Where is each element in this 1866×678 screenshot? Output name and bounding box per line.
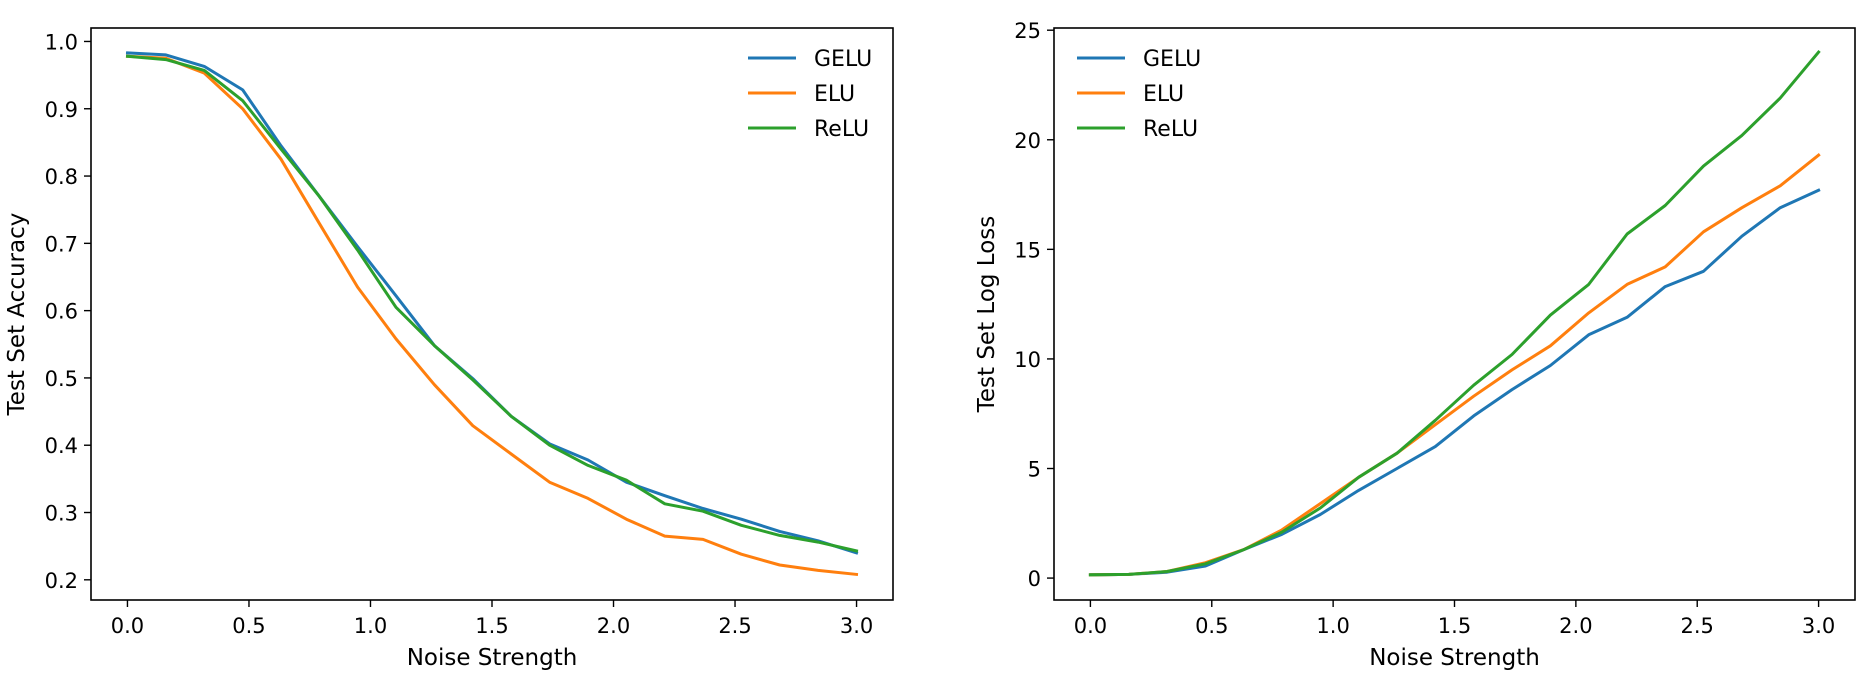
x-tick-label: 2.0 (1559, 614, 1592, 638)
y-tick-label: 0.8 (45, 165, 78, 189)
y-tick-label: 5 (1028, 458, 1041, 482)
y-tick-label: 0.6 (45, 300, 78, 324)
y-tick-label: 0.5 (45, 367, 78, 391)
y-tick-label: 0 (1028, 567, 1041, 591)
legend-label-gelu: GELU (814, 47, 872, 72)
x-tick-label: 3.0 (1802, 614, 1835, 638)
x-tick-label: 1.0 (1316, 614, 1349, 638)
legend-label-relu: ReLU (1143, 117, 1198, 142)
accuracy-chart: 0.0 0.5 1.0 1.5 2.0 2.5 3.0 0.2 0.3 0.4 0.5 0.6 0.7 0… (4, 27, 894, 671)
x-tick-label: 1.5 (1438, 614, 1471, 638)
legend-label-elu: ELU (814, 82, 855, 107)
y-axis-label: Test Set Accuracy (4, 213, 30, 417)
y-tick-label: 0.2 (45, 569, 78, 593)
y-tick-label: 15 (1014, 238, 1041, 262)
x-tick-label: 0.0 (1074, 614, 1107, 638)
plot-frame (1053, 27, 1856, 601)
x-tick-label: 1.5 (475, 614, 508, 638)
y-tick-label: 25 (1014, 19, 1041, 43)
series-line-relu (1088, 49, 1821, 577)
series-line-relu (125, 54, 859, 553)
series-line-gelu (1088, 188, 1821, 577)
y-tick-label: 0.3 (45, 502, 78, 526)
legend-label-relu: ReLU (814, 117, 869, 142)
y-tick-label: 20 (1014, 129, 1041, 153)
x-tick-label: 0.5 (1195, 614, 1228, 638)
x-tick-label: 3.0 (840, 614, 873, 638)
y-tick-label: 1.0 (45, 30, 78, 54)
y-axis-label: Test Set Log Loss (974, 216, 1000, 414)
x-axis-label: Noise Strength (1369, 645, 1540, 671)
plot-frame (90, 27, 894, 601)
legend-label-elu: ELU (1143, 82, 1184, 107)
y-tick-label: 0.7 (45, 232, 78, 256)
series-line-elu (1088, 152, 1821, 577)
x-tick-label: 0.5 (232, 614, 265, 638)
y-tick-label: 0.4 (45, 434, 78, 458)
x-tick-label: 2.5 (1681, 614, 1714, 638)
series-line-elu (125, 54, 859, 577)
log-loss-chart: 0.0 0.5 1.0 1.5 2.0 2.5 3.0 0 5 10 15 20 25 Noise Str… (974, 19, 1856, 671)
x-tick-label: 2.0 (597, 614, 630, 638)
legend-label-gelu: GELU (1143, 47, 1201, 72)
x-tick-label: 1.0 (354, 614, 387, 638)
x-tick-label: 0.0 (111, 614, 144, 638)
y-tick-label: 10 (1014, 348, 1041, 372)
x-axis-label: Noise Strength (407, 645, 578, 671)
y-tick-label: 0.9 (45, 98, 78, 122)
x-tick-label: 2.5 (718, 614, 751, 638)
series-line-gelu (125, 51, 859, 555)
